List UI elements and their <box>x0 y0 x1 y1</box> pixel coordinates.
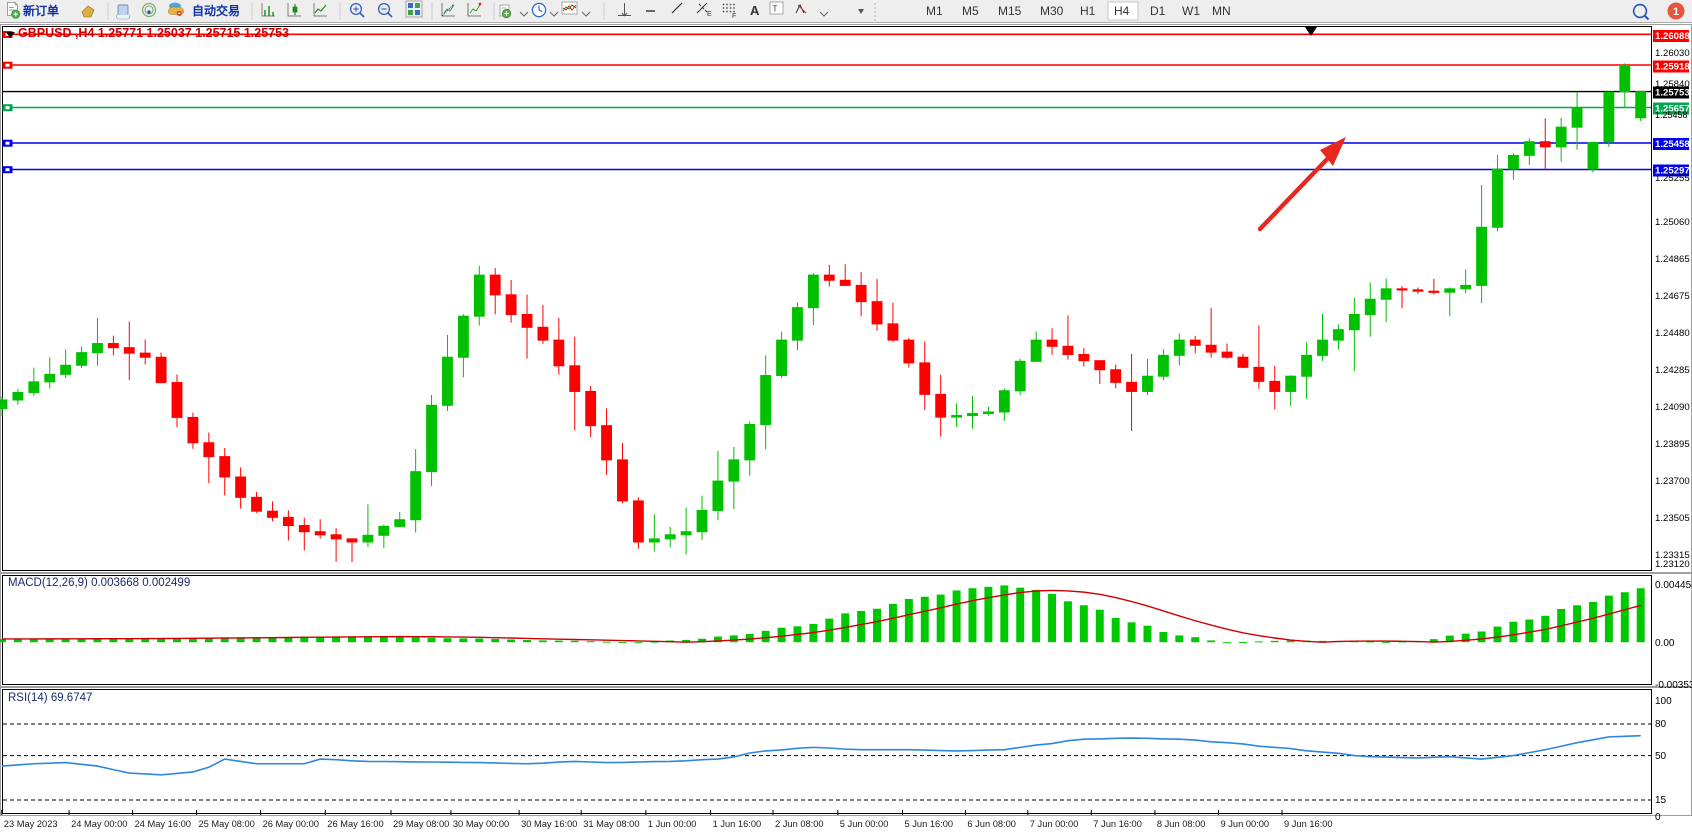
svg-text:1.23700: 1.23700 <box>1655 476 1690 487</box>
svg-text:1.25255: 1.25255 <box>1655 173 1690 184</box>
svg-text:1.25458: 1.25458 <box>1655 110 1688 120</box>
svg-text:24 May 00:00: 24 May 00:00 <box>71 819 127 829</box>
svg-text:50: 50 <box>1655 751 1667 762</box>
svg-text:9 Jun 00:00: 9 Jun 00:00 <box>1221 819 1270 829</box>
svg-text:1.24865: 1.24865 <box>1655 254 1690 265</box>
svg-text:GBPUSD ,H4 1.25771 1.25037 1.: GBPUSD ,H4 1.25771 1.25037 1.25715 1.257… <box>18 26 289 40</box>
svg-text:6 Jun 08:00: 6 Jun 08:00 <box>967 819 1016 829</box>
svg-text:30 May 00:00: 30 May 00:00 <box>453 819 509 829</box>
svg-text:2 Jun 08:00: 2 Jun 08:00 <box>775 819 824 829</box>
svg-text:25 May 08:00: 25 May 08:00 <box>199 819 255 829</box>
svg-text:5 Jun 00:00: 5 Jun 00:00 <box>840 819 889 829</box>
svg-text:1.24090: 1.24090 <box>1655 402 1690 413</box>
svg-text:24 May 16:00: 24 May 16:00 <box>135 819 191 829</box>
svg-text:15: 15 <box>1655 795 1667 806</box>
svg-text:9 Jun 16:00: 9 Jun 16:00 <box>1284 819 1333 829</box>
svg-text:26 May 00:00: 26 May 00:00 <box>263 819 319 829</box>
svg-text:31 May 08:00: 31 May 08:00 <box>583 819 639 829</box>
svg-text:100: 100 <box>1655 696 1672 707</box>
svg-text:MACD(12,26,9) 0.003668 0.00249: MACD(12,26,9) 0.003668 0.002499 <box>8 577 190 589</box>
svg-text:1 Jun 00:00: 1 Jun 00:00 <box>648 819 697 829</box>
svg-text:8 Jun 08:00: 8 Jun 08:00 <box>1157 819 1206 829</box>
svg-text:7 Jun 00:00: 7 Jun 00:00 <box>1030 819 1079 829</box>
svg-text:1.26088: 1.26088 <box>1655 31 1690 42</box>
svg-text:7 Jun 16:00: 7 Jun 16:00 <box>1093 819 1142 829</box>
svg-text:1.25060: 1.25060 <box>1655 217 1690 228</box>
svg-text:RSI(14) 69.6747: RSI(14) 69.6747 <box>8 692 92 704</box>
svg-text:23 May 2023: 23 May 2023 <box>4 819 58 829</box>
svg-text:0.00: 0.00 <box>1655 638 1675 649</box>
svg-text:0.004454: 0.004454 <box>1655 580 1692 591</box>
svg-text:-0.003533: -0.003533 <box>1655 680 1692 691</box>
svg-text:30 May 16:00: 30 May 16:00 <box>521 819 577 829</box>
svg-text:1.25918: 1.25918 <box>1655 62 1690 73</box>
svg-text:1.25753: 1.25753 <box>1655 88 1690 99</box>
svg-text:80: 80 <box>1655 719 1667 730</box>
svg-text:1.23120: 1.23120 <box>1655 559 1690 570</box>
svg-text:1.24480: 1.24480 <box>1655 328 1690 339</box>
svg-text:1.26030: 1.26030 <box>1655 48 1690 59</box>
svg-text:0: 0 <box>1655 812 1661 823</box>
svg-text:1.25458: 1.25458 <box>1655 139 1690 150</box>
svg-text:29 May 08:00: 29 May 08:00 <box>393 819 449 829</box>
svg-text:1.23895: 1.23895 <box>1655 439 1690 450</box>
svg-text:1.24285: 1.24285 <box>1655 365 1690 376</box>
svg-text:26 May 16:00: 26 May 16:00 <box>327 819 383 829</box>
svg-text:1 Jun 16:00: 1 Jun 16:00 <box>713 819 762 829</box>
svg-text:5 Jun 16:00: 5 Jun 16:00 <box>905 819 954 829</box>
svg-text:1.24675: 1.24675 <box>1655 291 1690 302</box>
svg-text:1.23505: 1.23505 <box>1655 513 1690 524</box>
